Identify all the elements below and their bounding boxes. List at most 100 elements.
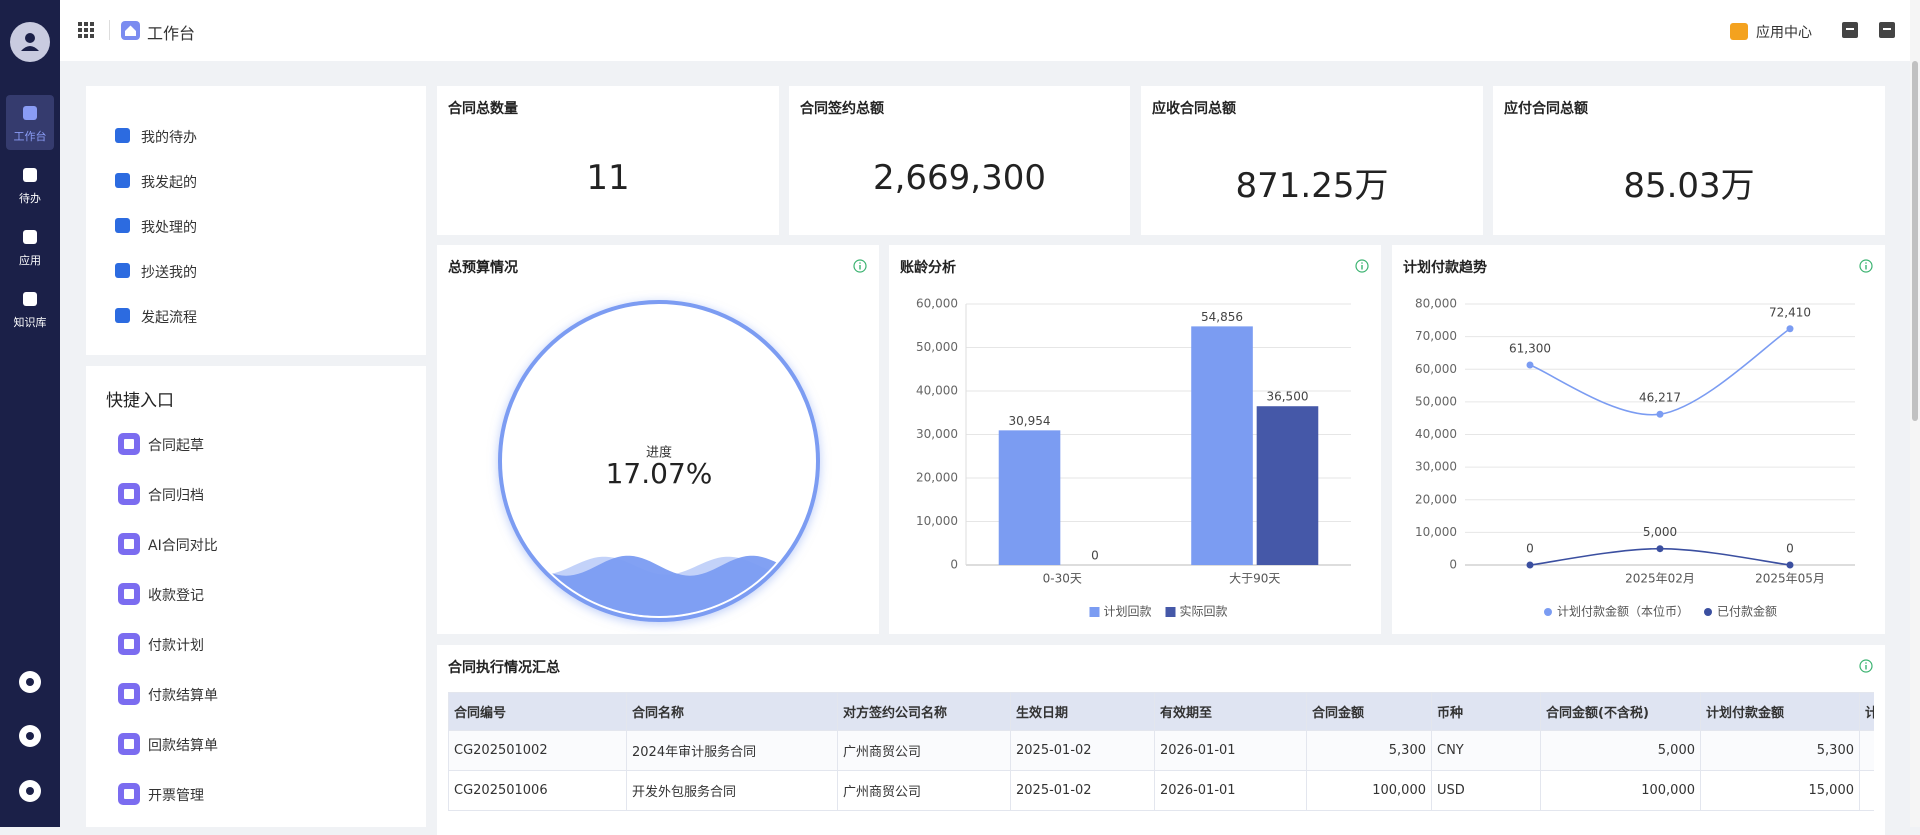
sidebar-label[interactable]: 应用 xyxy=(19,254,41,267)
line-point xyxy=(1656,545,1664,553)
table-cell: CG202501006 xyxy=(448,770,627,811)
quick-item[interactable]: 开票管理 xyxy=(118,783,398,805)
quick-icon-shape xyxy=(124,639,134,649)
info-ring xyxy=(1859,259,1873,273)
menu-item[interactable]: 我处理的 xyxy=(114,215,394,237)
info-icon xyxy=(1355,259,1369,273)
quick-label[interactable]: 回款结算单 xyxy=(148,738,218,754)
table-title: 合同执行情况汇总 xyxy=(448,660,560,676)
chart-title: 总预算情况 xyxy=(448,260,518,276)
quick-label[interactable]: 合同归档 xyxy=(148,488,204,504)
menu-item[interactable]: 我的待办 xyxy=(114,125,394,147)
y-tick-label: 20,000 xyxy=(1415,492,1457,506)
icon-shape xyxy=(23,230,37,244)
y-tick-label: 0 xyxy=(1449,558,1457,572)
stat-value: 85.03万 xyxy=(1623,166,1755,206)
quick-item[interactable]: 合同起草 xyxy=(118,433,398,455)
legend-label: 计划付款金额（本位币） xyxy=(1557,604,1689,619)
sidebar-label[interactable]: 工作台 xyxy=(13,130,47,143)
table-head: 合同编号 合同名称 对方签约公司名称 生效日期 有效期至 合同金额 币种 合同金额(不含税) 计… xyxy=(448,692,1874,731)
bar-value-label: 54,856 xyxy=(1201,310,1243,324)
quick-item[interactable]: 付款计划 xyxy=(118,633,398,655)
menu-icon-shape xyxy=(115,173,130,188)
sidebar-label[interactable]: 知识库 xyxy=(13,316,47,329)
line-point xyxy=(1786,325,1794,333)
icon-shape xyxy=(23,292,37,306)
sidebar-label[interactable]: 待办 xyxy=(19,192,41,205)
table-cell: 2026-01-01 xyxy=(1154,730,1307,771)
quick-item[interactable]: AI合同对比 xyxy=(118,533,398,555)
quick-icon-shape xyxy=(124,539,134,549)
point-value-label: 46,217 xyxy=(1639,391,1681,405)
info-bar xyxy=(1361,265,1363,270)
sidebar-item[interactable]: 应用 xyxy=(6,219,54,274)
y-tick-label: 70,000 xyxy=(1415,329,1457,343)
menu-item[interactable]: 抄送我的 xyxy=(114,260,394,282)
home-icon xyxy=(121,21,140,40)
legend-swatch xyxy=(1089,607,1100,617)
apps-dot xyxy=(84,28,88,32)
header-icon-line xyxy=(1846,28,1854,30)
table-row: CG202501006 开发外包服务合同 广州商贸公司 2025-01-02 2026-… xyxy=(448,770,1874,811)
quick-label[interactable]: 付款结算单 xyxy=(148,688,218,704)
sidebar-item[interactable]: 工作台 xyxy=(6,95,54,150)
quick-label[interactable]: AI合同对比 xyxy=(148,538,218,554)
scroll-thumb[interactable] xyxy=(1912,61,1918,421)
icon-shape xyxy=(23,168,37,182)
quick-item[interactable]: 收款登记 xyxy=(118,583,398,605)
app-center-icon xyxy=(1730,23,1748,40)
sidebar-icon xyxy=(23,292,37,306)
icon-shape xyxy=(23,106,37,120)
menu-label[interactable]: 我发起的 xyxy=(141,175,197,191)
my-menu-panel: 我的待办我发起的我处理的抄送我的发起流程 xyxy=(86,86,426,355)
header-separator xyxy=(109,20,110,40)
quick-item[interactable]: 付款结算单 xyxy=(118,683,398,705)
apps-dot xyxy=(90,22,94,26)
quick-item[interactable]: 合同归档 xyxy=(118,483,398,505)
table-cell: 广州商贸公司 xyxy=(837,770,1011,811)
menu-icon-shape xyxy=(115,218,130,233)
quick-item[interactable]: 回款结算单 xyxy=(118,733,398,755)
chart-title: 账龄分析 xyxy=(900,260,956,276)
info-dot xyxy=(1865,662,1867,664)
legend: 计划回款 实际回款 xyxy=(1089,604,1228,619)
sidebar-icon xyxy=(23,106,37,120)
legend-label: 计划回款 xyxy=(1103,605,1151,619)
table-cell: 100,000 xyxy=(1859,770,1874,811)
menu-item[interactable]: 我发起的 xyxy=(114,170,394,192)
y-tick-label: 60,000 xyxy=(1415,362,1457,376)
menu-label[interactable]: 我的待办 xyxy=(141,130,197,146)
sidebar: 工作台待办应用知识库 xyxy=(0,0,60,827)
chart-title: 计划付款趋势 xyxy=(1403,260,1487,276)
stat-label: 合同签约总额 xyxy=(800,101,884,117)
gauge-ring xyxy=(498,300,820,622)
header-icon-line xyxy=(1883,28,1891,30)
table-cell: CG202501002 xyxy=(448,730,627,771)
info-dot xyxy=(1361,262,1363,264)
quick-label[interactable]: 付款计划 xyxy=(148,638,204,654)
app-center[interactable]: 应用中心 xyxy=(1756,25,1812,41)
menu-label[interactable]: 发起流程 xyxy=(141,310,197,326)
menu-item[interactable]: 发起流程 xyxy=(114,305,394,327)
y-tick-label: 10,000 xyxy=(1415,525,1457,539)
info-bar xyxy=(1865,665,1867,670)
line-point xyxy=(1656,410,1664,418)
sidebar-item[interactable]: 知识库 xyxy=(6,281,54,336)
quick-icon xyxy=(118,683,140,705)
sidebar-item[interactable]: 待办 xyxy=(6,157,54,212)
quick-icon-shape xyxy=(124,789,134,799)
quick-label[interactable]: 开票管理 xyxy=(148,788,204,804)
quick-label[interactable]: 合同起草 xyxy=(148,438,204,454)
legend-swatch xyxy=(1543,608,1552,616)
scrollbar[interactable] xyxy=(1910,0,1920,827)
menu-label[interactable]: 我处理的 xyxy=(141,220,197,236)
table-cell: 广州商贸公司 xyxy=(837,730,1011,771)
header-title: 工作台 xyxy=(147,24,196,43)
quick-icon xyxy=(118,433,140,455)
point-value-label: 0 xyxy=(1526,542,1534,556)
quick-label[interactable]: 收款登记 xyxy=(148,588,204,604)
line-point xyxy=(1526,561,1534,569)
menu-label[interactable]: 抄送我的 xyxy=(141,265,197,281)
table-cell: USD xyxy=(1431,770,1541,811)
column-header: 计划付款金额 xyxy=(1700,692,1860,731)
